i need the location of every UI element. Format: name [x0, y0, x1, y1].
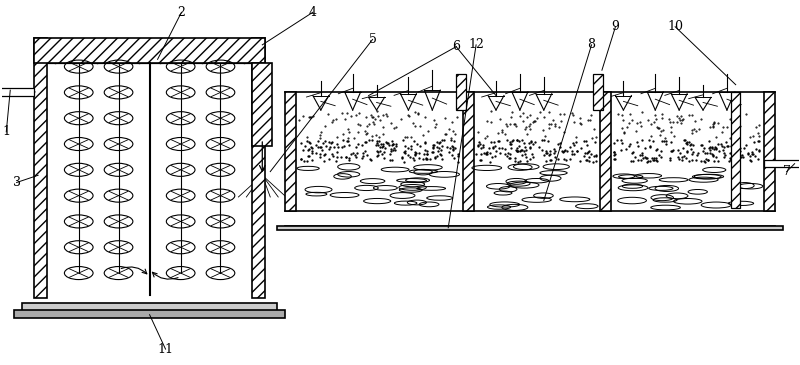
- Text: 1: 1: [2, 125, 10, 138]
- Bar: [22, 303, 277, 311]
- Bar: [599, 92, 610, 211]
- Bar: [456, 74, 466, 110]
- FancyArrowPatch shape: [121, 267, 146, 274]
- Bar: [14, 310, 285, 318]
- Bar: [285, 92, 296, 211]
- Text: 2: 2: [178, 6, 186, 19]
- Text: 4: 4: [309, 6, 317, 19]
- Bar: [763, 92, 774, 211]
- Bar: [277, 226, 782, 230]
- Text: 9: 9: [611, 20, 619, 33]
- Text: 6: 6: [452, 40, 460, 53]
- FancyArrowPatch shape: [153, 272, 178, 279]
- Text: 11: 11: [158, 343, 174, 356]
- Bar: [731, 92, 741, 208]
- Bar: [764, 160, 800, 167]
- Bar: [252, 38, 265, 299]
- Bar: [34, 38, 265, 63]
- Bar: [462, 92, 474, 211]
- Text: 8: 8: [587, 38, 595, 51]
- Text: 10: 10: [667, 20, 683, 33]
- Bar: [0, 88, 34, 96]
- Text: 12: 12: [468, 38, 484, 51]
- Bar: [34, 38, 47, 299]
- Text: 3: 3: [13, 176, 21, 189]
- Bar: [593, 74, 602, 110]
- Text: 7: 7: [782, 165, 790, 178]
- Bar: [252, 63, 272, 146]
- Text: 5: 5: [369, 33, 377, 46]
